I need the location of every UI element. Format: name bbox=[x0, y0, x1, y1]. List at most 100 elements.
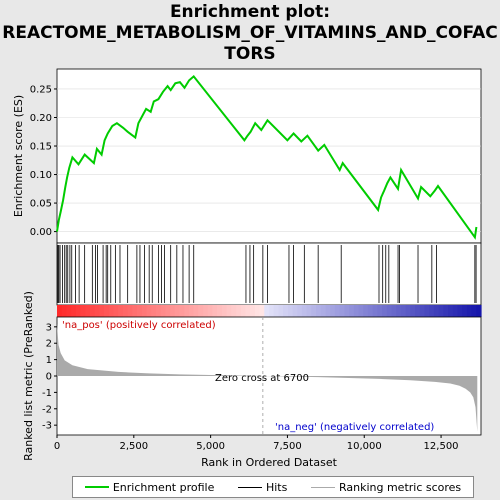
legend-label-hits: Hits bbox=[265, 480, 288, 494]
metric-y-tick-label: 1 bbox=[46, 355, 52, 366]
color-bar-segment bbox=[433, 305, 440, 317]
color-bar-segment bbox=[292, 305, 298, 317]
color-bar-segment bbox=[367, 305, 374, 317]
color-bar-segment bbox=[320, 305, 327, 317]
color-bar-segment bbox=[301, 305, 308, 317]
es-y-tick-label: 0.15 bbox=[30, 142, 52, 153]
color-bar-segment bbox=[198, 305, 204, 317]
title-line-3: TORS bbox=[224, 44, 276, 64]
color-bar-segment bbox=[165, 305, 171, 317]
color-bar-segment bbox=[297, 305, 303, 317]
color-bar-segment bbox=[99, 305, 105, 317]
color-bar-segment bbox=[457, 305, 463, 317]
color-bar-segment bbox=[245, 305, 251, 317]
color-bar-segment bbox=[264, 305, 270, 317]
hits-panel-frame bbox=[56, 242, 482, 306]
color-bar-segment bbox=[71, 305, 77, 317]
color-bar-segment bbox=[330, 305, 336, 317]
color-bar-segment bbox=[160, 305, 166, 317]
color-bar-segment bbox=[250, 305, 256, 317]
legend-swatch-enrichment bbox=[84, 486, 109, 488]
color-bar-segment bbox=[391, 305, 397, 317]
color-bar-segment bbox=[424, 305, 430, 317]
zero-cross-label: Zero cross at 6700 bbox=[215, 373, 309, 384]
color-bar-segment bbox=[221, 305, 228, 317]
color-bar-segment bbox=[259, 305, 265, 317]
color-bar-segment bbox=[410, 305, 416, 317]
color-bar-segment bbox=[316, 305, 322, 317]
color-bar-segment bbox=[118, 305, 124, 317]
color-bar-segment bbox=[207, 305, 214, 317]
color-bar-segment bbox=[278, 305, 284, 317]
color-bar-segment bbox=[193, 305, 199, 317]
color-bar-segment bbox=[400, 305, 407, 317]
chart-title: Enrichment plot: REACTOME_METABOLISM_OF_… bbox=[0, 2, 500, 65]
color-bar-segment bbox=[75, 305, 82, 317]
color-bar-segment bbox=[155, 305, 162, 317]
color-bar-segment bbox=[438, 305, 444, 317]
enrichment-profile-line bbox=[56, 74, 478, 240]
title-line-1: Enrichment plot: bbox=[169, 2, 331, 22]
metric-y-tick-label: 3 bbox=[46, 322, 52, 333]
es-y-tick-label: 0.10 bbox=[30, 170, 52, 181]
color-bar-segment bbox=[372, 305, 378, 317]
color-bar-segment bbox=[80, 305, 86, 317]
color-bar-segment bbox=[89, 305, 96, 317]
x-tick-label: 5,000 bbox=[196, 441, 225, 452]
color-bar-segment bbox=[57, 305, 63, 317]
color-bar-segment bbox=[273, 305, 280, 317]
chart-legend: Enrichment profile Hits Ranking metric s… bbox=[72, 476, 474, 498]
legend-label-metric: Ranking metric scores bbox=[338, 480, 462, 494]
legend-swatch-hits bbox=[237, 486, 262, 488]
color-bar-segment bbox=[113, 305, 119, 317]
color-bar-segment bbox=[94, 305, 100, 317]
es-y-tick-label: 0.25 bbox=[30, 84, 52, 95]
ranking-metric-area bbox=[57, 323, 478, 432]
rank-color-bar bbox=[57, 305, 482, 317]
x-axis-label: Rank in Ordered Dataset bbox=[201, 456, 338, 469]
color-bar-segment bbox=[405, 305, 411, 317]
color-bar-segment bbox=[212, 305, 218, 317]
color-bar-segment bbox=[170, 305, 176, 317]
es-panel-frame bbox=[56, 68, 482, 244]
metric-y-axis-label: Ranked list metric (PreRanked) bbox=[22, 291, 35, 461]
color-bar-segment bbox=[339, 305, 345, 317]
x-tick-label: 2,500 bbox=[119, 441, 148, 452]
metric-y-tick-label: 2 bbox=[46, 339, 52, 350]
legend-item-enrichment: Enrichment profile bbox=[84, 481, 214, 494]
color-bar-segment bbox=[85, 305, 91, 317]
color-bar-segment bbox=[452, 305, 459, 317]
color-bar-segment bbox=[217, 305, 223, 317]
color-bar-segment bbox=[419, 305, 426, 317]
color-bar-segment bbox=[344, 305, 350, 317]
color-bar-segment bbox=[349, 305, 355, 317]
color-bar-segment bbox=[184, 305, 190, 317]
color-bar-segment bbox=[240, 305, 247, 317]
color-bar-segment bbox=[311, 305, 317, 317]
color-bar-segment bbox=[104, 305, 110, 317]
color-bar-segment bbox=[151, 305, 157, 317]
metric-y-tick-label: -2 bbox=[42, 404, 52, 415]
legend-item-hits: Hits bbox=[237, 480, 288, 494]
color-bar-segment bbox=[358, 305, 364, 317]
color-bar-segment bbox=[287, 305, 294, 317]
color-bar-segment bbox=[396, 305, 402, 317]
color-bar-segment bbox=[334, 305, 341, 317]
color-bar-segment bbox=[306, 305, 312, 317]
color-bar-segment bbox=[429, 305, 435, 317]
color-bar-segment bbox=[254, 305, 261, 317]
color-bar-segment bbox=[146, 305, 152, 317]
es-y-tick-label: 0.20 bbox=[30, 113, 52, 124]
color-bar-segment bbox=[476, 305, 482, 317]
color-bar-segment bbox=[122, 305, 129, 317]
es-y-axis-label: Enrichment score (ES) bbox=[12, 95, 25, 217]
legend-swatch-metric bbox=[310, 486, 335, 488]
color-bar-segment bbox=[443, 305, 449, 317]
color-bar-segment bbox=[415, 305, 421, 317]
color-bar-segment bbox=[377, 305, 383, 317]
color-bar-segment bbox=[174, 305, 181, 317]
legend-item-metric: Ranking metric scores bbox=[310, 480, 462, 494]
color-bar-segment bbox=[353, 305, 360, 317]
color-bar-segment bbox=[382, 305, 388, 317]
color-bar-segment bbox=[236, 305, 242, 317]
